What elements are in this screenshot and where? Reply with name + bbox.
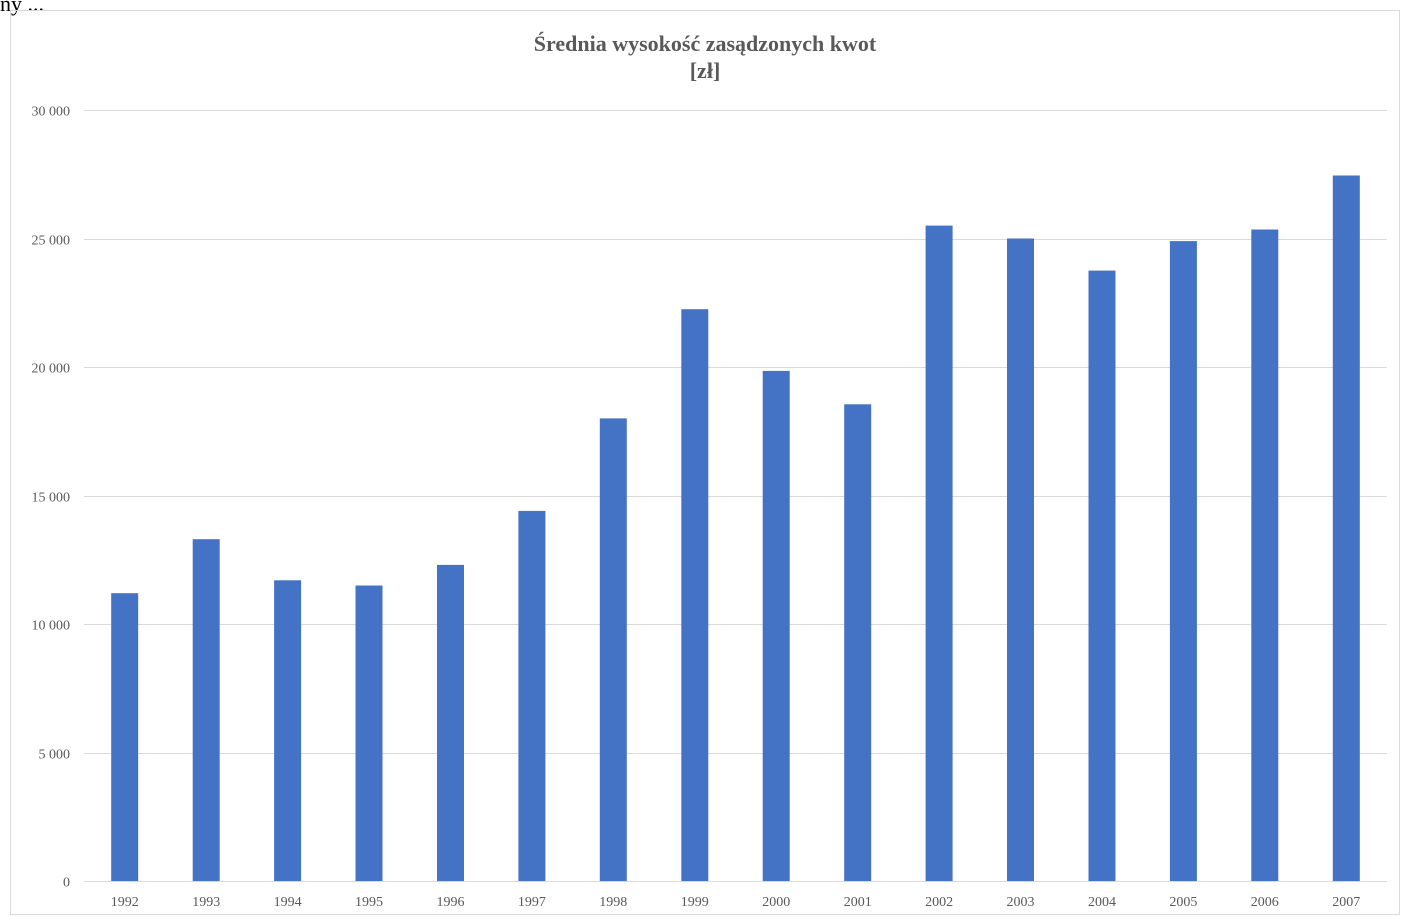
- x-tick-label: 2000: [762, 895, 790, 910]
- bars: [111, 175, 1360, 882]
- x-tick-label: 1993: [192, 895, 220, 910]
- y-tick-label: 25 000: [32, 234, 71, 249]
- gridlines: [84, 110, 1387, 882]
- x-axis-ticks: 1992 1993 1994 1995 1996 1997 1998 1999 2000 2001…: [111, 895, 1361, 910]
- bar-1995: [355, 585, 383, 881]
- bar-2006: [1251, 229, 1279, 881]
- bar-1994: [274, 580, 302, 881]
- x-tick-label: 2004: [1088, 895, 1116, 910]
- x-tick-label: 2006: [1251, 895, 1279, 910]
- x-tick-label: 1997: [518, 895, 546, 910]
- y-tick-label: 30 000: [32, 105, 71, 120]
- y-tick-label: 5 000: [39, 748, 71, 763]
- bar-1993: [192, 539, 220, 881]
- y-tick-label: 20 000: [32, 362, 71, 377]
- chart-subtitle-text: [zł]: [689, 58, 721, 83]
- bar-1998: [599, 418, 627, 881]
- x-tick-label: 1999: [681, 895, 709, 910]
- bar-2004: [1088, 270, 1116, 882]
- bar-1999: [681, 309, 709, 881]
- bar-1996: [437, 564, 464, 881]
- y-tick-label: 10 000: [32, 619, 71, 634]
- bar-1992: [111, 593, 139, 881]
- bar-2001: [844, 404, 872, 881]
- x-tick-label: 2002: [925, 895, 953, 910]
- x-tick-label: 1992: [111, 895, 139, 910]
- chart-title-text: Średnia wysokość zasądzonych kwot: [533, 31, 877, 56]
- chart-frame: [10, 10, 1400, 915]
- x-tick-label: 2007: [1332, 895, 1360, 910]
- bar-2007: [1332, 175, 1360, 881]
- x-tick-label: 1994: [274, 895, 302, 910]
- x-tick-label: 2003: [1007, 895, 1035, 910]
- x-tick-label: 2005: [1169, 895, 1197, 910]
- x-tick-label: 1995: [355, 895, 383, 910]
- y-tick-label: 0: [63, 876, 70, 891]
- bar-2000: [762, 370, 790, 881]
- x-tick-label: 1996: [437, 895, 465, 910]
- x-tick-label: 2001: [844, 895, 872, 910]
- bar-2003: [1007, 238, 1034, 881]
- chart-title: Średnia wysokość zasądzonych kwot [zł]: [10, 30, 1400, 84]
- x-tick-label: 1998: [599, 895, 627, 910]
- y-axis-ticks: 0 5 000 10 000 15 000 20 000 25 000 30 000: [32, 105, 71, 891]
- bar-2005: [1169, 241, 1197, 882]
- header-fragment: ny ...: [0, 0, 44, 16]
- y-tick-label: 15 000: [32, 491, 71, 506]
- bar-1997: [518, 510, 546, 881]
- bar-2002: [925, 225, 953, 882]
